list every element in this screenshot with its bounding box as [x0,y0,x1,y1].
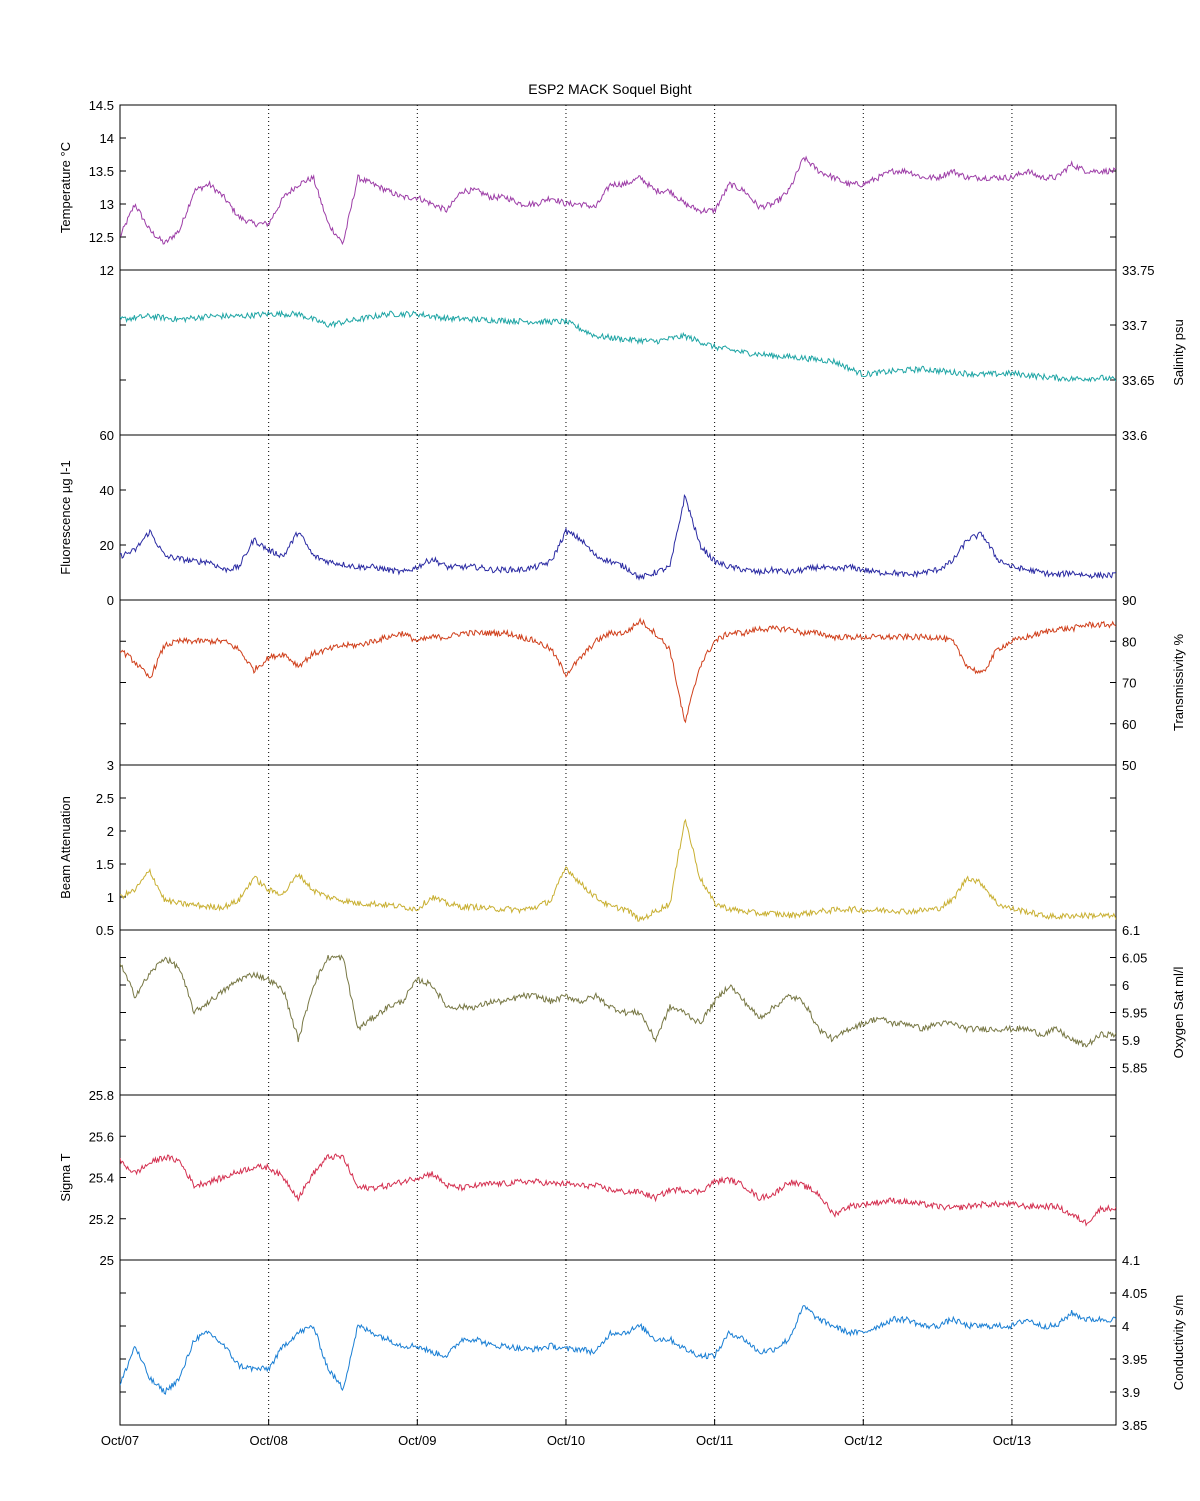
y-tick-label: 13 [100,197,114,212]
y-tick-label: 5.85 [1122,1061,1147,1076]
y-tick-label: 90 [1122,593,1136,608]
y-tick-label: 13.5 [89,164,114,179]
series-line-conductivity [120,1305,1116,1395]
y-tick-label: 60 [1122,717,1136,732]
y-tick-label: 3.85 [1122,1418,1147,1433]
x-tick-label: Oct/12 [844,1433,882,1448]
x-tick-label: Oct/13 [993,1433,1031,1448]
y-axis-label: Oxygen Sat ml/l [1171,967,1186,1059]
series-line-temperature [120,155,1116,246]
series-line-salinity [120,309,1116,383]
y-tick-label: 0.5 [96,923,114,938]
y-tick-label: 70 [1122,676,1136,691]
chart-title: ESP2 MACK Soquel Bight [528,81,692,97]
y-tick-label: 25.8 [89,1088,114,1103]
y-axis-label: Sigma T [58,1153,73,1201]
y-tick-label: 2 [107,824,114,839]
y-tick-label: 25.4 [89,1171,114,1186]
y-tick-label: 14 [100,131,114,146]
panel-frame [119,1259,1117,1426]
y-tick-label: 33.75 [1122,263,1155,278]
panel-sigma-t: 25 25.2 25.4 25.6 25.8 Sigma T [58,1088,1117,1268]
y-axis-label: Conductivity s/m [1171,1295,1186,1390]
y-tick-label: 1 [107,890,114,905]
y-tick-label: 20 [100,538,114,553]
panel-beam-attenuation: 0.5 1 1.5 2 2.5 3 Beam Attenuation [58,758,1117,938]
y-tick-label: 12 [100,263,114,278]
y-tick-label: 25 [100,1253,114,1268]
y-tick-label: 5.95 [1122,1006,1147,1021]
y-tick-label: 4.05 [1122,1286,1147,1301]
y-axis-label: Salinity psu [1171,319,1186,385]
series-line-beam-attenuation [120,818,1116,922]
y-tick-label: 5.9 [1122,1033,1140,1048]
y-tick-label: 2.5 [96,791,114,806]
y-tick-label: 14.5 [89,98,114,113]
y-axis-label: Transmissivity % [1171,634,1186,731]
y-tick-label: 1.5 [96,857,114,872]
x-tick-label: Oct/07 [101,1433,139,1448]
x-tick-label: Oct/11 [696,1433,733,1448]
y-tick-label: 25.2 [89,1212,114,1227]
panel-conductivity: 3.85 3.9 3.95 4 4.05 4.1 Conductivity s/m [119,1253,1186,1433]
y-tick-label: 33.65 [1122,373,1155,388]
y-tick-label: 4.1 [1122,1253,1140,1268]
series-line-oxygen-sat [120,954,1116,1048]
y-tick-label: 4 [1122,1319,1129,1334]
y-tick-label: 6 [1122,978,1129,993]
y-tick-label: 33.6 [1122,428,1147,443]
y-tick-label: 80 [1122,634,1136,649]
y-axis-label: Beam Attenuation [58,796,73,899]
series-line-transmissivity [120,617,1116,724]
y-axis-label: Fluorescence µg l-1 [58,460,73,574]
y-axis-label: Temperature °C [58,142,73,233]
y-tick-label: 12.5 [89,230,114,245]
y-tick-label: 3.95 [1122,1352,1147,1367]
y-tick-label: 6.1 [1122,923,1140,938]
series-line-fluorescence [120,493,1116,581]
y-tick-label: 3 [107,758,114,773]
y-tick-label: 3.9 [1122,1385,1140,1400]
y-tick-label: 40 [100,483,114,498]
y-tick-label: 25.6 [89,1129,114,1144]
y-tick-label: 33.7 [1122,318,1147,333]
x-tick-label: Oct/09 [398,1433,436,1448]
x-axis-labels: Oct/07 Oct/08 Oct/09 Oct/10 Oct/11 Oct/12 Oct/… [101,1419,1031,1448]
y-tick-label: 0 [107,593,114,608]
x-tick-label: Oct/10 [547,1433,585,1448]
panel-salinity: 33.6 33.65 33.7 33.75 Salinity psu [119,263,1186,443]
x-tick-label: Oct/08 [250,1433,288,1448]
y-tick-label: 6.05 [1122,951,1147,966]
y-tick-label: 60 [100,428,114,443]
y-tick-label: 50 [1122,758,1136,773]
series-line-sigma-t [120,1153,1116,1227]
